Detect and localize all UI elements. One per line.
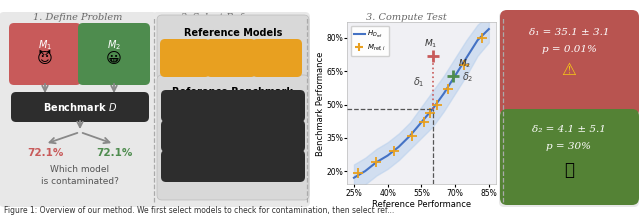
FancyBboxPatch shape bbox=[161, 90, 305, 122]
Point bbox=[448, 74, 458, 77]
FancyBboxPatch shape bbox=[0, 12, 157, 207]
Text: 😈: 😈 bbox=[37, 51, 53, 66]
Text: Synthetic $D_{\rm ref}\sim D$: Synthetic $D_{\rm ref}\sim D$ bbox=[195, 130, 271, 143]
X-axis label: Reference Performance: Reference Performance bbox=[372, 200, 471, 209]
FancyBboxPatch shape bbox=[9, 23, 81, 85]
Point bbox=[477, 36, 487, 40]
Text: $M_{\rm ref,2}$: $M_{\rm ref,2}$ bbox=[220, 52, 243, 64]
FancyBboxPatch shape bbox=[160, 39, 210, 77]
Point bbox=[389, 149, 399, 153]
Text: $M_1$: $M_1$ bbox=[424, 38, 437, 50]
Text: p = 0.01%: p = 0.01% bbox=[541, 45, 596, 54]
FancyBboxPatch shape bbox=[161, 120, 305, 152]
Legend: $H_{D_{\rm ref}}$, $M_{{\rm ref},i}$: $H_{D_{\rm ref}}$, $M_{{\rm ref},i}$ bbox=[351, 26, 390, 56]
FancyBboxPatch shape bbox=[500, 10, 639, 117]
Y-axis label: Benchmark Performance: Benchmark Performance bbox=[316, 51, 324, 156]
Text: Figure 1: Overview of our method. We first select models to check for contaminat: Figure 1: Overview of our method. We fir… bbox=[4, 206, 394, 215]
Text: $M_{\rm ref,3}$: $M_{\rm ref,3}$ bbox=[265, 52, 289, 64]
Text: 72.1%: 72.1% bbox=[96, 148, 132, 158]
Text: ⚠: ⚠ bbox=[561, 61, 577, 79]
Point bbox=[353, 172, 364, 175]
Text: $M_1$: $M_1$ bbox=[38, 38, 52, 52]
Point bbox=[459, 63, 469, 66]
Text: Reference Models: Reference Models bbox=[184, 28, 282, 38]
Text: 👌: 👌 bbox=[564, 161, 574, 179]
FancyBboxPatch shape bbox=[11, 92, 149, 122]
Point bbox=[444, 87, 454, 91]
Text: Similar $D_{\rm ref}\neq D$: Similar $D_{\rm ref}\neq D$ bbox=[200, 160, 266, 172]
Text: 1. Define Problem: 1. Define Problem bbox=[33, 13, 123, 22]
Text: δ₂ = 4.1 ± 5.1: δ₂ = 4.1 ± 5.1 bbox=[532, 125, 606, 134]
Text: 72.1%: 72.1% bbox=[27, 148, 63, 158]
Text: $M_2$: $M_2$ bbox=[107, 38, 121, 52]
Text: Benchmark $D$: Benchmark $D$ bbox=[43, 101, 117, 113]
Text: 2. Select References: 2. Select References bbox=[180, 13, 282, 22]
Point bbox=[371, 160, 381, 164]
Text: δ₁ = 35.1 ± 3.1: δ₁ = 35.1 ± 3.1 bbox=[529, 28, 609, 37]
Text: $\delta_2$: $\delta_2$ bbox=[462, 71, 474, 84]
Point bbox=[419, 121, 429, 124]
FancyBboxPatch shape bbox=[157, 15, 309, 80]
FancyBboxPatch shape bbox=[78, 23, 150, 85]
Text: 4. Extract Results: 4. Extract Results bbox=[525, 13, 613, 22]
Point bbox=[428, 54, 438, 57]
Text: 3. Compute Test: 3. Compute Test bbox=[365, 13, 446, 22]
Text: $M_{\rm ref,1}$: $M_{\rm ref,1}$ bbox=[173, 52, 196, 64]
Point bbox=[407, 134, 417, 137]
Text: $\delta_1$: $\delta_1$ bbox=[413, 75, 425, 89]
FancyBboxPatch shape bbox=[161, 150, 305, 182]
Text: $M_2$: $M_2$ bbox=[458, 58, 472, 70]
FancyBboxPatch shape bbox=[152, 12, 310, 207]
FancyBboxPatch shape bbox=[206, 39, 256, 77]
Text: 😀: 😀 bbox=[106, 51, 122, 66]
FancyBboxPatch shape bbox=[499, 12, 639, 207]
Text: Rephrased $D_{\rm ref}\approx D$: Rephrased $D_{\rm ref}\approx D$ bbox=[193, 99, 273, 112]
Text: Which model
is contaminated?: Which model is contaminated? bbox=[41, 165, 119, 186]
Point bbox=[432, 103, 442, 106]
FancyBboxPatch shape bbox=[500, 109, 639, 205]
FancyBboxPatch shape bbox=[252, 39, 302, 77]
FancyBboxPatch shape bbox=[157, 75, 309, 200]
Text: p = 30%: p = 30% bbox=[547, 142, 591, 151]
Point bbox=[425, 112, 435, 115]
Text: Reference Benchmark: Reference Benchmark bbox=[173, 87, 294, 97]
